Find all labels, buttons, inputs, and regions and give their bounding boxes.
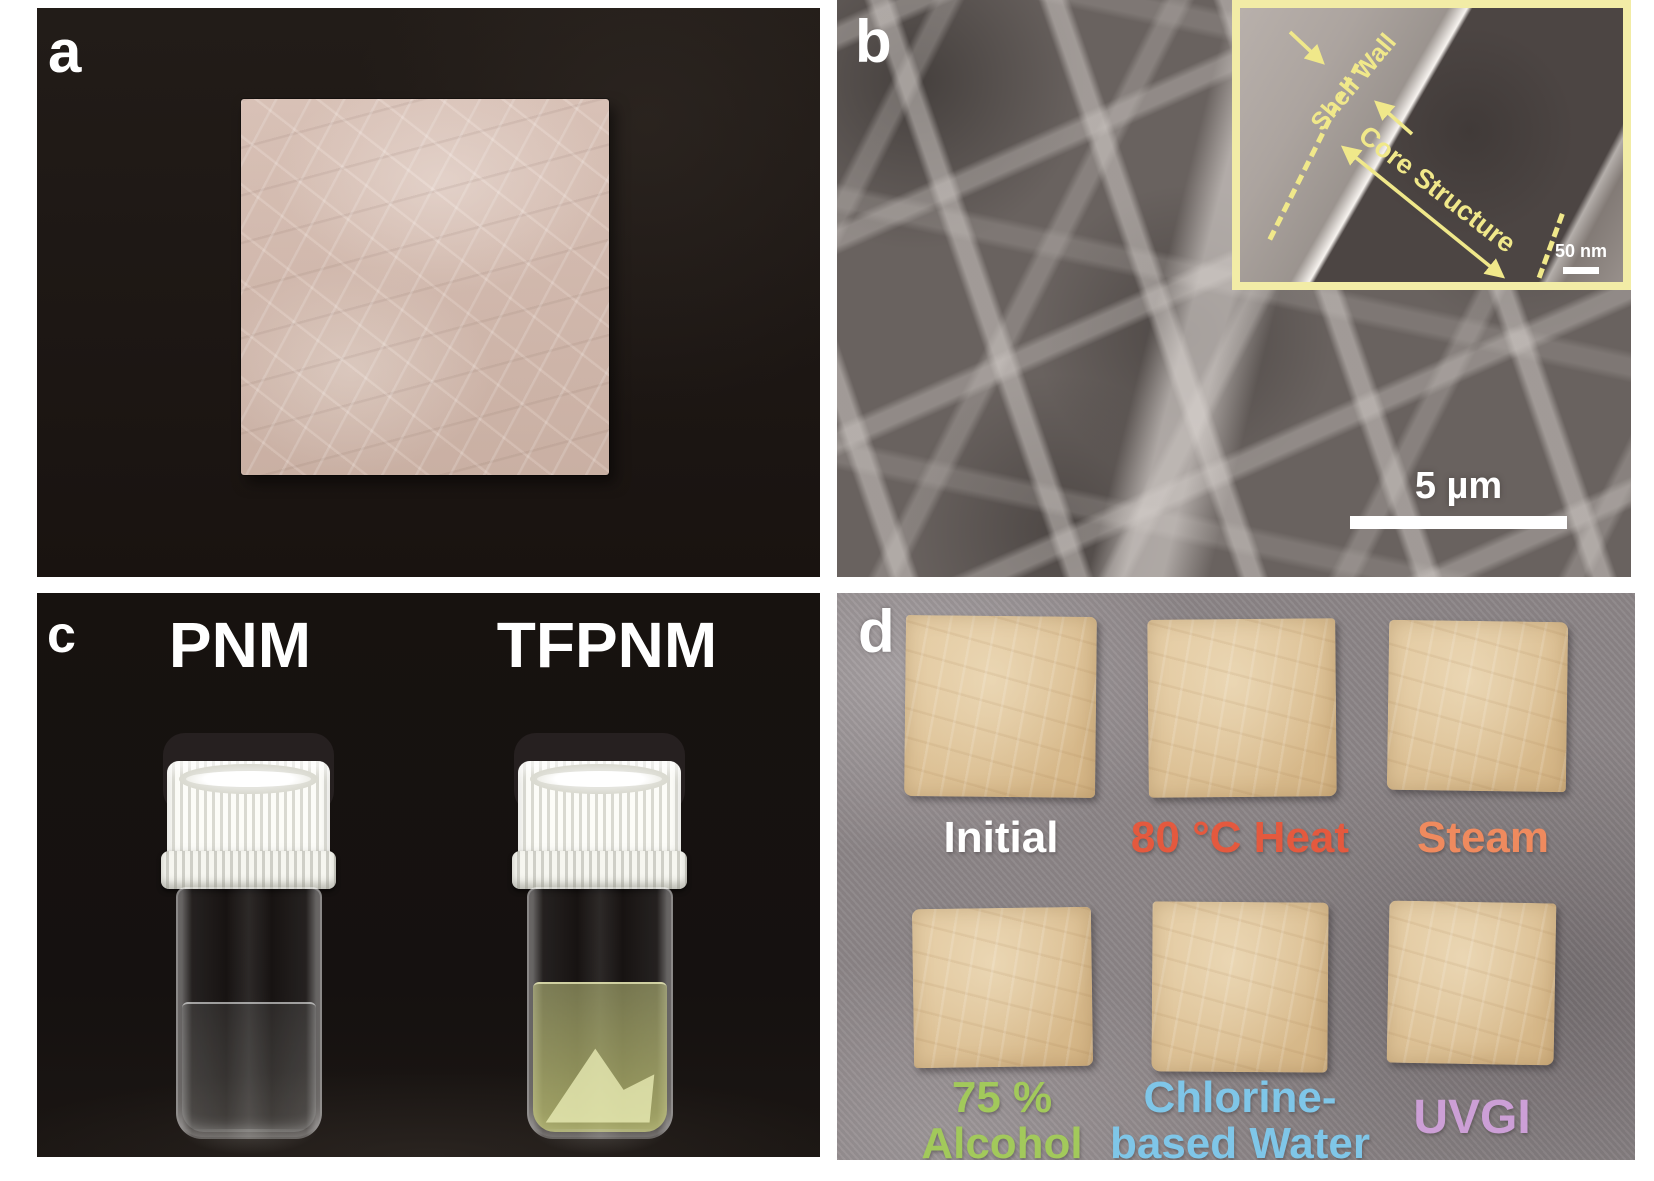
core-span-arrow [1340,145,1506,279]
treatment-label-uvgi: UVGI [1352,1093,1592,1143]
treatment-label-line: based Water [1109,1118,1370,1160]
treatment-label-alcohol: 75 % Alcohol [882,1075,1122,1160]
vial-reflection [179,1129,319,1155]
vial-tfpnm [512,723,687,1155]
treatment-label-line: 75 % [951,1073,1053,1122]
vial-cap [518,761,681,863]
panel-a-membrane-photo: a [37,8,820,577]
treatment-label-line: Initial [943,813,1059,862]
treatment-label-steam: Steam [1363,815,1603,861]
vial-reflection [530,1129,670,1155]
inset-scale-text: 50 nm [1554,241,1608,261]
vial-caption-tfpnm: TFPNM [496,609,718,681]
membrane-sample-chlorine [1151,901,1329,1073]
vial-cap-rim [161,851,336,889]
vial-glass-body [527,887,673,1139]
panel-d-label: d [858,598,895,665]
vial-cap-top [179,764,318,794]
sem-scale-text: 5 µm [1414,465,1503,507]
treatment-label-line: UVGI [1413,1091,1531,1144]
inset-scale-bar [1563,266,1599,274]
vial-cap-rim [512,851,687,889]
vial-cap-top [530,764,669,794]
shell-pointer-arrow [1288,30,1325,65]
treatment-label-initial: Initial [881,815,1121,861]
vial-caption-pnm: PNM [168,609,312,681]
membrane-sample-uvgi [1386,900,1557,1066]
panel-d-treatment-photo: d Initial 80 °C Heat Steam 75 % Alcohol … [837,593,1635,1160]
treatment-label-line: Chlorine- [1143,1073,1337,1122]
shell-thickness-arrow [1374,100,1414,136]
yellow-liquid [533,982,667,1132]
treatment-label-chlorine: Chlorine- based Water [1080,1075,1400,1160]
panel-c-label: c [47,606,76,664]
membrane-sample-alcohol [911,906,1094,1069]
panel-a-label: a [48,18,82,85]
membrane-sample-photo [241,99,609,475]
treatment-label-heat: 80 °C Heat [1100,815,1380,861]
membrane-sample-steam [1386,619,1569,793]
membrane-sample-heat [1147,618,1337,798]
dissolving-membrane-piece [545,1048,655,1123]
tem-inset: Shell Wall Core Structure 50 nm [1232,0,1631,290]
panel-b-label: b [855,8,892,75]
treatment-label-line: Steam [1416,813,1550,862]
treatment-label-line: Alcohol [921,1118,1083,1160]
vial-pnm [161,723,336,1155]
treatment-label-line: 80 °C Heat [1130,813,1350,862]
sem-scale-bar [1350,515,1567,529]
membrane-sample-initial [904,615,1097,798]
sem-scale: 5 µm [1350,465,1567,529]
vial-cap [167,761,330,863]
vial-glass-body [176,887,322,1139]
panel-b-sem-image: b Shell Wall Core Structure 50 nm [837,0,1631,577]
clear-liquid [182,1002,316,1132]
inset-annotation-arrows [1288,30,1506,279]
inset-scale: 50 nm [1546,241,1616,274]
panel-c-vials-photo: c PNM TFPNM [37,593,820,1157]
